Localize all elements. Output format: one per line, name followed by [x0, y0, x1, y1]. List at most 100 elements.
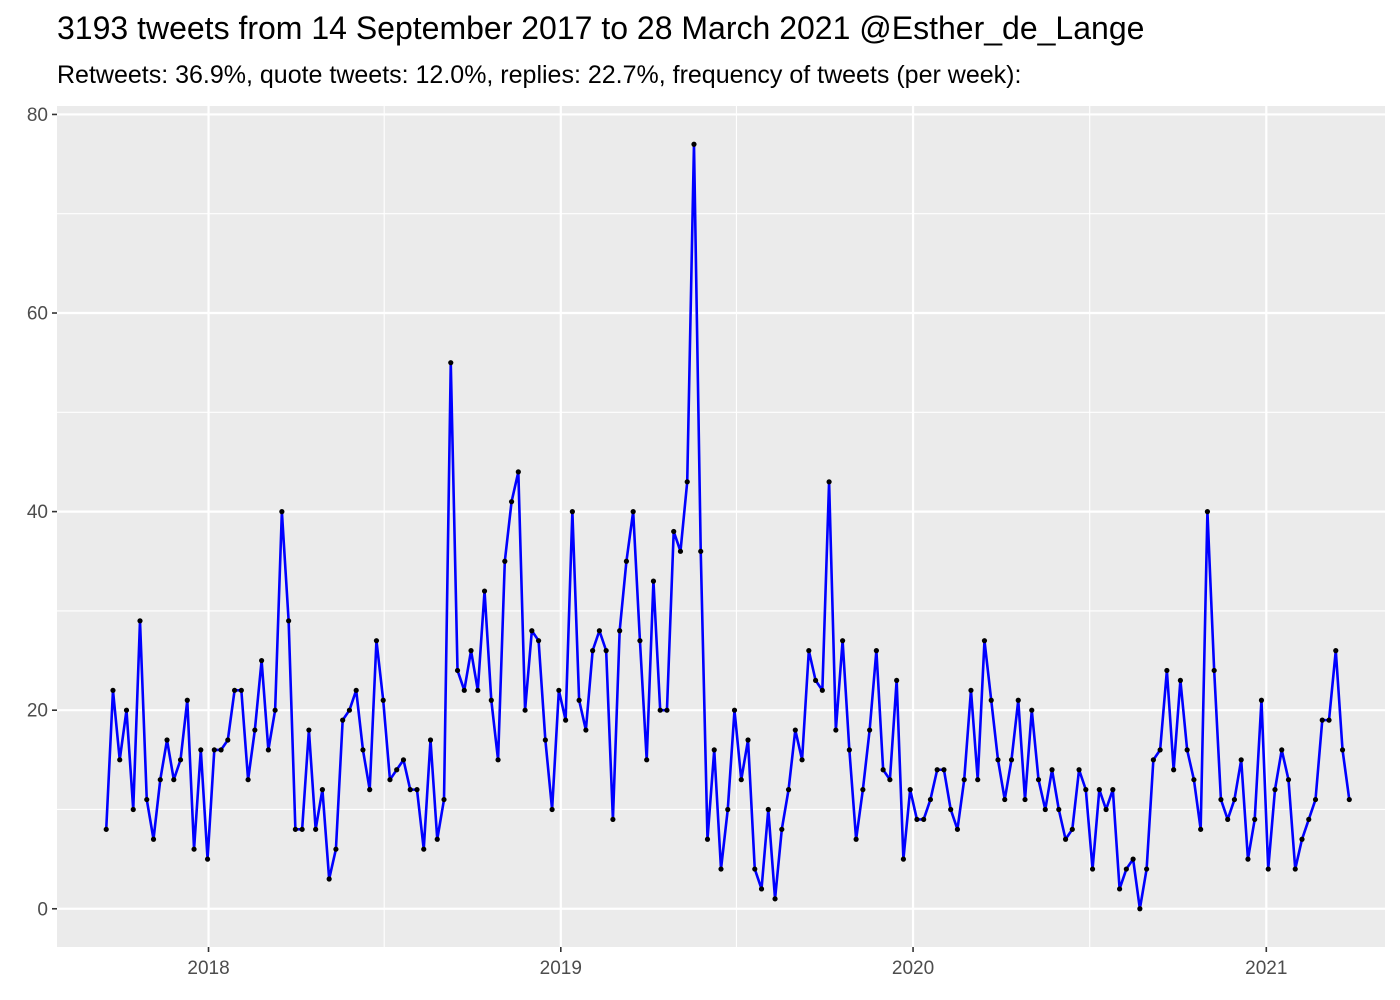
data-point — [542, 737, 548, 743]
data-point — [610, 816, 616, 823]
data-point — [1144, 866, 1150, 872]
data-point — [927, 796, 934, 803]
data-point — [1333, 648, 1339, 654]
data-point — [103, 826, 109, 832]
data-point — [373, 638, 380, 644]
data-point — [1238, 757, 1244, 763]
data-point — [171, 777, 177, 783]
data-point — [1198, 826, 1204, 832]
data-point — [1022, 796, 1028, 803]
data-point — [833, 727, 839, 733]
data-point — [1137, 906, 1143, 912]
data-point — [150, 836, 157, 842]
data-point — [894, 677, 900, 684]
data-point — [630, 509, 636, 515]
x-tick-label: 2019 — [540, 958, 582, 979]
plot-panel — [57, 106, 1385, 947]
data-point — [265, 747, 271, 753]
data-point — [1319, 717, 1325, 723]
data-point — [535, 638, 542, 644]
data-point — [306, 727, 312, 733]
data-point — [238, 687, 244, 693]
data-point — [1110, 787, 1116, 793]
data-point — [1083, 787, 1089, 793]
data-point — [218, 747, 224, 753]
data-point — [245, 777, 251, 783]
data-point — [333, 846, 339, 852]
axis-ticks — [52, 113, 1268, 952]
data-point — [380, 697, 386, 703]
data-point — [596, 628, 602, 634]
data-point — [772, 896, 778, 902]
data-point — [1265, 866, 1271, 872]
data-point — [549, 806, 555, 813]
data-point — [664, 707, 670, 713]
data-point — [1299, 836, 1305, 842]
data-point — [1258, 697, 1265, 703]
data-point — [461, 687, 467, 693]
data-point — [1056, 806, 1062, 813]
data-point — [583, 727, 589, 733]
data-point — [758, 886, 765, 892]
data-point — [225, 737, 231, 743]
data-point — [123, 707, 130, 713]
data-point — [975, 777, 981, 783]
data-point — [1015, 697, 1021, 703]
data-point — [1123, 866, 1129, 872]
data-point — [799, 757, 805, 763]
data-point — [529, 628, 535, 634]
data-point — [144, 796, 150, 803]
data-point — [448, 360, 454, 366]
data-point — [468, 648, 474, 654]
data-point — [407, 787, 413, 793]
data-point — [1252, 816, 1258, 823]
data-point — [1184, 747, 1190, 753]
data-point — [346, 707, 353, 713]
data-point — [367, 787, 373, 793]
data-point — [792, 727, 798, 733]
data-point — [637, 638, 643, 644]
x-tick-label: 2021 — [1245, 958, 1287, 979]
data-point — [184, 697, 190, 703]
data-point — [1062, 836, 1069, 842]
data-point — [1002, 796, 1008, 803]
data-point — [1204, 509, 1211, 515]
data-point — [1231, 796, 1238, 803]
data-point — [1157, 747, 1163, 753]
data-point — [968, 687, 974, 693]
data-point — [340, 717, 346, 723]
data-point — [353, 687, 359, 693]
data-point — [840, 638, 846, 644]
data-point — [1211, 667, 1217, 674]
data-point — [1346, 796, 1352, 803]
data-point — [826, 479, 832, 485]
data-point — [110, 687, 116, 693]
data-point — [1029, 707, 1035, 713]
data-point — [995, 757, 1001, 763]
data-points — [103, 141, 1352, 912]
data-point — [1312, 796, 1319, 803]
data-point — [495, 757, 501, 763]
data-point — [934, 767, 940, 773]
data-point — [319, 787, 326, 793]
chart-subtitle: Retweets: 36.9%, quote tweets: 12.0%, re… — [57, 61, 1022, 89]
data-point — [421, 846, 427, 852]
data-point — [677, 548, 684, 554]
data-point — [259, 657, 265, 664]
data-point — [1069, 826, 1075, 832]
data-point — [623, 558, 630, 564]
data-point — [1272, 787, 1278, 793]
data-point — [1130, 856, 1136, 862]
data-point — [718, 866, 724, 872]
data-point — [704, 836, 711, 842]
data-point — [360, 747, 366, 753]
data-point — [725, 806, 731, 813]
data-point — [1089, 866, 1096, 872]
data-point — [1164, 667, 1170, 674]
data-point — [738, 777, 744, 783]
x-tick-label: 2020 — [892, 958, 934, 979]
data-point — [563, 717, 569, 723]
data-point — [819, 687, 825, 693]
data-point — [981, 638, 988, 644]
data-point — [900, 856, 907, 862]
